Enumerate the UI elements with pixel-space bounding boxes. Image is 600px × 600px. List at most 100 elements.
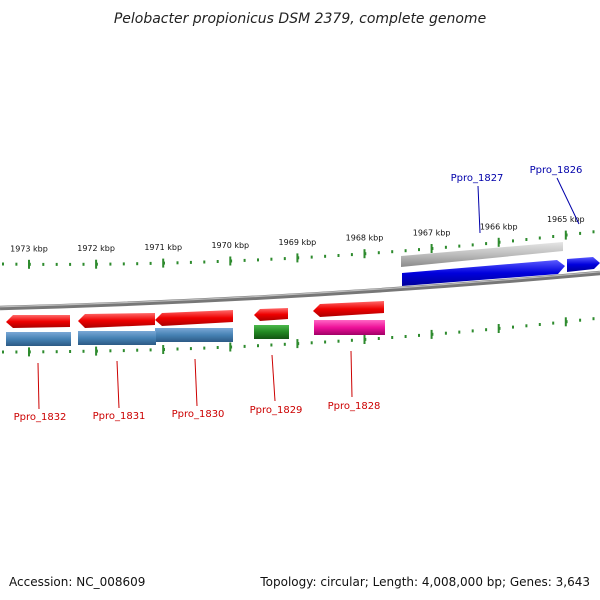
- major-tick: [497, 324, 500, 333]
- minor-tick: [69, 262, 72, 266]
- minor-tick: [122, 262, 125, 266]
- cds-ppro-1831[interactable]: [78, 331, 156, 345]
- minor-tick: [257, 344, 259, 348]
- gene-ppro-1831[interactable]: [78, 313, 156, 345]
- callout-line-ppro-1828: [350, 350, 353, 398]
- minor-tick: [189, 260, 192, 264]
- minor-tick: [109, 349, 112, 353]
- major-tick: [430, 244, 433, 253]
- minor-tick: [579, 231, 582, 235]
- callout-line-ppro-1831: [116, 360, 120, 409]
- gene-label-ppro-1831[interactable]: Ppro_1831: [93, 411, 146, 422]
- minor-tick: [69, 350, 72, 353]
- gene-label-ppro-1832[interactable]: Ppro_1832: [14, 412, 67, 423]
- map-title: Pelobacter propionicus DSM 2379, complet…: [114, 11, 486, 27]
- minor-tick: [243, 258, 246, 262]
- tick-label: 1969 kbp: [279, 238, 317, 247]
- gene-arrow-ppro-1831[interactable]: [78, 313, 155, 328]
- minor-tick: [203, 346, 206, 350]
- accession-text: Accession: NC_008609: [9, 575, 145, 589]
- cds-ppro-1832[interactable]: [6, 332, 71, 346]
- minor-tick: [216, 346, 219, 349]
- cds-ppro-1830[interactable]: [155, 328, 233, 342]
- minor-tick: [189, 347, 192, 351]
- gene-label-ppro-1826[interactable]: Ppro_1826: [530, 165, 583, 176]
- gene-label-ppro-1830[interactable]: Ppro_1830: [172, 409, 225, 420]
- callout-line-ppro-1832: [37, 362, 40, 410]
- major-tick: [95, 346, 98, 356]
- minor-tick: [82, 349, 85, 353]
- minor-tick: [270, 257, 273, 261]
- minor-tick: [324, 254, 327, 258]
- major-tick: [95, 259, 98, 269]
- minor-tick: [176, 261, 179, 265]
- tick-labels: 1973 kbp 1972 kbp 1971 kbp 1970 kbp 1969 kbp…: [10, 215, 585, 253]
- minor-tick: [324, 340, 327, 344]
- minor-tick: [579, 318, 582, 322]
- minor-tick: [444, 331, 447, 335]
- minor-tick: [203, 260, 206, 264]
- gene-arrow-ppro-1828[interactable]: [313, 301, 384, 317]
- minor-tick: [15, 350, 18, 354]
- gene-ppro-1828[interactable]: [313, 301, 385, 335]
- minor-tick: [310, 341, 313, 345]
- major-tick: [363, 249, 366, 259]
- minor-tick: [404, 335, 407, 338]
- cds-ppro-1828[interactable]: [314, 320, 385, 335]
- gene-ppro-1832[interactable]: [6, 315, 71, 346]
- major-tick: [162, 345, 165, 354]
- minor-tick: [310, 255, 313, 259]
- gene-arrow-ppro-1826[interactable]: [567, 257, 600, 272]
- tick-label: 1968 kbp: [346, 234, 384, 243]
- gene-ppro-1827[interactable]: [401, 242, 565, 286]
- gene-labels: Ppro_1826 Ppro_1827 Ppro_1828 Ppro_1829 …: [14, 165, 583, 423]
- major-tick: [564, 317, 567, 327]
- minor-tick: [391, 336, 394, 339]
- gene-ppro-1829[interactable]: [254, 308, 289, 339]
- tick-marks-outer: [2, 230, 595, 269]
- minor-tick: [2, 262, 4, 266]
- callout-line-ppro-1826: [556, 177, 580, 225]
- gene-label-ppro-1827[interactable]: Ppro_1827: [451, 173, 504, 184]
- tick-label: 1973 kbp: [10, 244, 48, 253]
- cds-ppro-1827[interactable]: [401, 242, 563, 267]
- gene-arrow-ppro-1829[interactable]: [254, 308, 288, 321]
- minor-tick: [350, 253, 353, 257]
- forward-strand: [401, 242, 600, 286]
- minor-tick: [404, 249, 407, 253]
- major-tick: [430, 329, 433, 339]
- gene-ppro-1830[interactable]: [155, 310, 233, 342]
- minor-tick: [485, 242, 488, 246]
- minor-tick: [592, 317, 595, 321]
- gene-arrow-ppro-1830[interactable]: [155, 310, 233, 326]
- minor-tick: [552, 235, 555, 238]
- minor-tick: [42, 262, 45, 266]
- minor-tick: [512, 325, 514, 329]
- major-tick: [296, 339, 299, 349]
- minor-tick: [552, 321, 555, 325]
- major-tick: [564, 230, 567, 240]
- minor-tick: [377, 251, 380, 255]
- minor-tick: [350, 338, 353, 342]
- minor-tick: [216, 260, 219, 263]
- minor-tick: [42, 350, 45, 354]
- gene-ppro-1826[interactable]: [567, 257, 600, 272]
- gene-label-ppro-1828[interactable]: Ppro_1828: [328, 401, 381, 412]
- major-tick: [28, 259, 30, 269]
- tick-marks-inner: [2, 317, 595, 357]
- minor-tick: [149, 348, 152, 352]
- minor-tick: [257, 258, 259, 262]
- genome-backbone-highlight: [0, 271, 600, 308]
- gene-label-ppro-1829[interactable]: Ppro_1829: [250, 405, 303, 416]
- minor-tick: [525, 238, 528, 241]
- cds-ppro-1829[interactable]: [254, 325, 289, 339]
- minor-tick: [458, 330, 461, 334]
- minor-tick: [471, 243, 474, 247]
- major-tick: [28, 347, 30, 357]
- minor-tick: [136, 348, 139, 352]
- minor-tick: [337, 254, 340, 257]
- minor-tick: [243, 344, 246, 348]
- reverse-strand: [6, 301, 385, 346]
- gene-arrow-ppro-1827[interactable]: [402, 260, 565, 286]
- gene-arrow-ppro-1832[interactable]: [6, 315, 70, 328]
